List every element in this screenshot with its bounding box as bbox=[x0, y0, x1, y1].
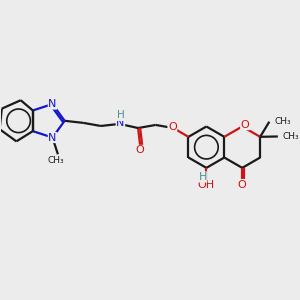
Text: O: O bbox=[136, 145, 145, 155]
Text: O: O bbox=[238, 179, 247, 190]
Text: CH₃: CH₃ bbox=[274, 117, 291, 126]
Text: CH₃: CH₃ bbox=[283, 132, 299, 141]
Text: CH₃: CH₃ bbox=[48, 156, 64, 165]
Text: H: H bbox=[116, 110, 124, 120]
Text: O: O bbox=[168, 122, 177, 132]
Text: N: N bbox=[116, 118, 124, 128]
Text: N: N bbox=[48, 133, 57, 142]
Text: OH: OH bbox=[198, 179, 215, 190]
Text: N: N bbox=[48, 99, 57, 109]
Text: H: H bbox=[199, 172, 207, 182]
Text: O: O bbox=[241, 120, 249, 130]
